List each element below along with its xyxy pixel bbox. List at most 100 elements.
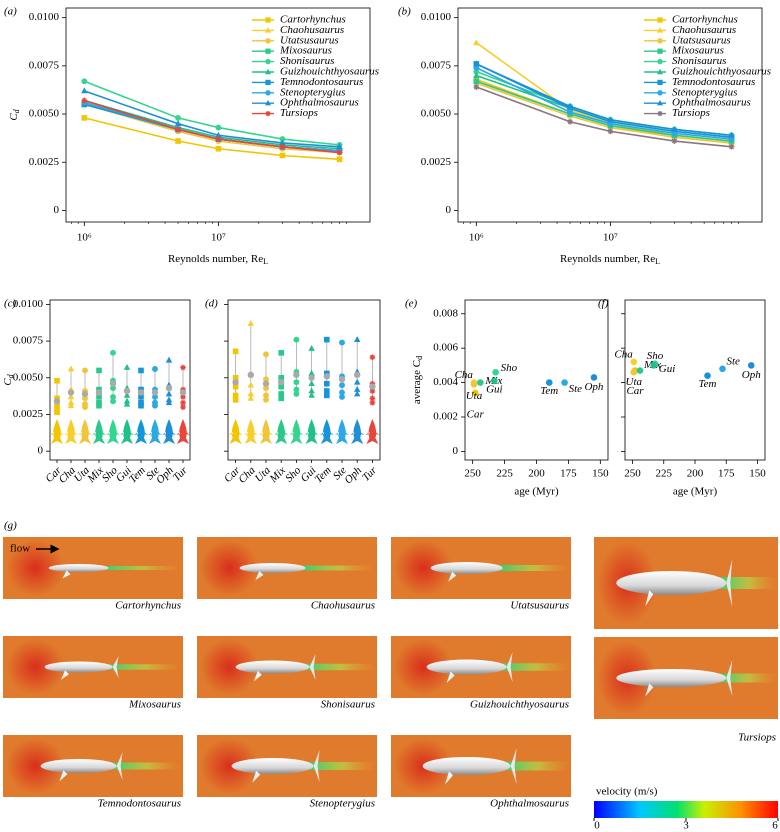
data-point (215, 124, 222, 131)
data-point (67, 365, 75, 372)
data-point (369, 395, 376, 402)
y-tick-label: 0.0100 (421, 11, 452, 23)
legend-marker (265, 58, 271, 65)
data-point (174, 120, 182, 127)
y-axis-label-main: C (2, 378, 14, 386)
data-point (82, 404, 88, 411)
body (422, 757, 511, 775)
body (239, 563, 306, 573)
legend-label: Temnodontosaurus (672, 76, 755, 88)
legend-marker (265, 99, 271, 106)
point-label: Gui (486, 383, 503, 395)
wake (309, 762, 377, 770)
data-point (561, 379, 568, 386)
x-tick-label: 10⁶ (77, 232, 92, 244)
flipper (645, 590, 654, 607)
colorbar-tick-label: 6 (772, 820, 778, 832)
legend-label: Stenopterygius (280, 86, 345, 98)
y-tick-label: 0.0050 (421, 108, 452, 120)
legend-marker (657, 90, 663, 96)
data-point (278, 391, 284, 397)
data-point (67, 393, 75, 400)
legend-label: Tursiops (672, 107, 710, 119)
legend-label: Temnodontosaurus (280, 76, 363, 88)
data-point (175, 138, 181, 144)
data-point (607, 116, 614, 123)
body (426, 659, 507, 675)
fish-icon (148, 419, 162, 444)
legend-marker (265, 90, 271, 96)
y-axis-label-main: average C (411, 360, 423, 404)
data-point (353, 378, 361, 385)
legend-marker (657, 17, 663, 23)
mean-point (81, 390, 89, 398)
data-point (54, 377, 60, 384)
legend-label: Shonisaurus (280, 55, 334, 67)
data-point (110, 385, 116, 392)
data-point (110, 398, 116, 405)
data-point (545, 379, 553, 386)
plot-frame (49, 299, 191, 461)
mean-point (338, 376, 346, 383)
data-point (81, 115, 88, 121)
data-point (82, 367, 88, 374)
x-tick-label: 10⁶ (469, 232, 484, 244)
y-tick-label: 0.0050 (13, 371, 44, 383)
tail-fin (313, 750, 320, 782)
data-point (152, 366, 158, 372)
data-point (473, 84, 480, 90)
data-point (165, 390, 173, 397)
point-label: Uta (466, 390, 483, 402)
fish-icon (162, 419, 176, 444)
y-tick-label: 0 (54, 204, 60, 216)
data-point (82, 395, 88, 402)
data-point (279, 152, 286, 159)
data-point (81, 78, 88, 85)
data-point (138, 399, 144, 406)
body (48, 564, 109, 572)
colorbar-tick-label: 0 (594, 820, 600, 832)
data-point (324, 380, 330, 387)
legend-marker (265, 48, 271, 54)
data-point (671, 138, 678, 144)
flipper (255, 571, 264, 580)
fish-icon (243, 419, 258, 444)
data-point (278, 383, 284, 390)
data-point (308, 391, 315, 398)
x-tick-label: 200 (687, 468, 704, 480)
y-tick-label: 0 (446, 204, 452, 216)
panel-label: (f) (598, 298, 609, 310)
legend-label: Guizhouichthyosaurus (672, 66, 771, 78)
mean-point (137, 389, 145, 396)
legend-label: Guizhouichthyosaurus (280, 66, 379, 78)
data-point (232, 383, 239, 390)
legend-marker (657, 27, 663, 33)
data-point (630, 368, 638, 376)
data-point (81, 97, 88, 104)
species-label: Shonisaurus (321, 699, 375, 711)
data-point (67, 402, 75, 409)
data-point (215, 145, 222, 152)
point-label: Gui (659, 363, 676, 375)
x-axis-label-sub: L (655, 257, 660, 266)
data-point (491, 377, 498, 385)
data-point (54, 409, 60, 416)
mean-point (151, 389, 159, 396)
data-point (293, 336, 300, 343)
data-point (324, 392, 330, 399)
legend-label: Utatsusaurus (280, 34, 339, 46)
fish-icon (365, 419, 380, 444)
y-tick-label: 0.004 (433, 376, 458, 388)
data-point (336, 156, 343, 163)
data-point (81, 87, 88, 94)
data-point (671, 130, 678, 137)
legend-label: Mixosaurus (279, 45, 332, 57)
data-point (180, 364, 186, 371)
data-point (339, 393, 345, 400)
data-point (152, 393, 158, 400)
wake (506, 761, 571, 771)
data-point (353, 336, 361, 343)
data-point (152, 402, 158, 409)
data-point (180, 399, 186, 406)
data-point (138, 367, 144, 374)
